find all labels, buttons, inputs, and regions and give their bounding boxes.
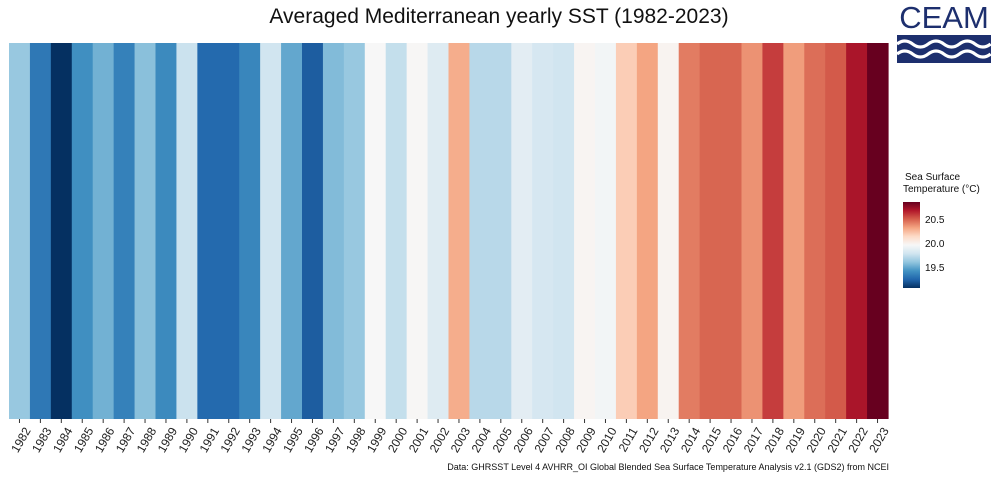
x-tick-label: 2015	[699, 425, 725, 455]
legend-colorbar	[903, 202, 920, 288]
ceam-logo: CEAM	[894, 0, 994, 64]
x-tick-label: 2012	[636, 425, 662, 455]
x-tick-label: 1994	[259, 425, 285, 455]
x-tick-label: 1999	[364, 425, 390, 455]
stripe-1989	[155, 43, 178, 419]
x-tick-label: 2008	[552, 425, 578, 455]
stripe-1993	[239, 43, 261, 419]
stripe-1994	[260, 43, 282, 419]
stripe-2001	[406, 43, 429, 419]
x-tick-label: 2018	[762, 425, 788, 455]
legend-title-line2: Temperature (°C)	[903, 184, 980, 195]
x-tick-label: 2014	[678, 425, 704, 455]
x-tick-label: 2017	[741, 425, 767, 455]
stripe-1992	[218, 43, 240, 419]
x-tick-label: 1985	[71, 425, 97, 455]
source-note: Data: GHRSST Level 4 AVHRR_OI Global Ble…	[447, 462, 889, 472]
stripe-2017	[741, 43, 764, 419]
stripe-1999	[364, 43, 387, 419]
stripe-1986	[92, 43, 115, 419]
stripe-2010	[595, 43, 617, 419]
x-tick-label: 2013	[657, 425, 683, 455]
legend-title: Sea Surface Temperature (°C)	[903, 172, 998, 196]
x-tick-label: 2001	[406, 425, 432, 455]
stripe-2012	[636, 43, 659, 419]
stripe-2014	[678, 43, 701, 419]
stripe-2006	[511, 43, 533, 419]
stripe-1985	[71, 43, 94, 419]
x-tick-label: 1984	[50, 425, 76, 455]
stripe-2022	[846, 43, 868, 419]
x-tick-label: 1993	[238, 425, 264, 455]
x-tick-label: 1988	[134, 425, 160, 455]
legend-title-line1: Sea Surface	[905, 172, 961, 183]
stripe-2009	[574, 43, 596, 419]
x-tick-label: 2004	[469, 425, 495, 455]
stripe-2020	[804, 43, 826, 419]
stripe-2019	[783, 43, 805, 419]
stripe-1987	[113, 43, 136, 419]
x-tick-label: 2021	[824, 425, 850, 455]
stripe-2013	[657, 43, 680, 419]
x-tick-label: 2020	[803, 425, 829, 455]
x-tick-label: 2003	[448, 425, 474, 455]
stripe-2004	[469, 43, 491, 419]
x-tick-label: 1991	[197, 425, 223, 455]
stripe-2018	[762, 43, 784, 419]
stripe-2000	[385, 43, 408, 419]
stripe-2007	[532, 43, 554, 419]
x-tick-label: 1997	[322, 425, 348, 455]
x-tick-label: 1982	[8, 425, 34, 455]
legend-tick-label: 20.5	[925, 215, 945, 226]
x-tick-label: 2016	[720, 425, 746, 455]
x-tick-label: 2006	[510, 425, 536, 455]
stripe-2005	[490, 43, 512, 419]
stripe-1998	[343, 43, 366, 419]
stripe-2002	[427, 43, 450, 419]
x-tick-label: 2000	[385, 425, 411, 455]
x-tick-label: 2007	[531, 425, 557, 455]
x-tick-label: 1995	[280, 425, 306, 455]
x-tick-label: 1996	[301, 425, 327, 455]
x-tick-label: 1987	[113, 425, 139, 455]
stripe-1982	[9, 43, 31, 419]
legend-tick-label: 19.5	[925, 263, 945, 274]
stripe-1991	[197, 43, 219, 419]
stripe-1984	[50, 43, 73, 419]
x-tick-label: 2011	[616, 425, 641, 455]
stripe-2016	[720, 43, 743, 419]
x-tick-label: 2005	[490, 425, 516, 455]
stripe-1983	[29, 43, 52, 419]
stripe-1995	[281, 43, 303, 419]
stripe-1996	[302, 43, 324, 419]
x-tick-label: 2019	[783, 425, 809, 455]
x-tick-label: 2023	[866, 425, 892, 455]
x-tick-label: 1990	[176, 425, 202, 455]
x-tick-label: 2022	[845, 425, 871, 455]
stripe-1997	[322, 43, 345, 419]
stripe-1988	[134, 43, 157, 419]
x-tick-label: 1983	[29, 425, 55, 455]
legend-tick-label: 20.0	[925, 239, 945, 250]
x-tick-label: 1992	[217, 425, 243, 455]
x-tick-label: 2002	[427, 425, 453, 455]
stripe-2003	[448, 43, 471, 419]
stripe-2011	[615, 43, 638, 419]
x-tick-label: 1998	[343, 425, 369, 455]
legend: Sea Surface Temperature (°C) 20.5 20.0 1…	[903, 172, 998, 288]
logo-waves-icon	[897, 35, 991, 63]
stripe-2015	[699, 43, 722, 419]
stripe-2008	[553, 43, 575, 419]
x-tick-label: 1986	[92, 425, 118, 455]
x-tick-label: 2010	[594, 425, 620, 455]
x-tick-label: 1989	[155, 425, 181, 455]
chart-title: Averaged Mediterranean yearly SST (1982-…	[269, 5, 729, 28]
stripe-1990	[176, 43, 198, 419]
stripe-2021	[825, 43, 847, 419]
x-tick-label: 2009	[573, 425, 599, 455]
logo-text: CEAM	[899, 0, 989, 35]
stripe-2023	[867, 43, 889, 419]
